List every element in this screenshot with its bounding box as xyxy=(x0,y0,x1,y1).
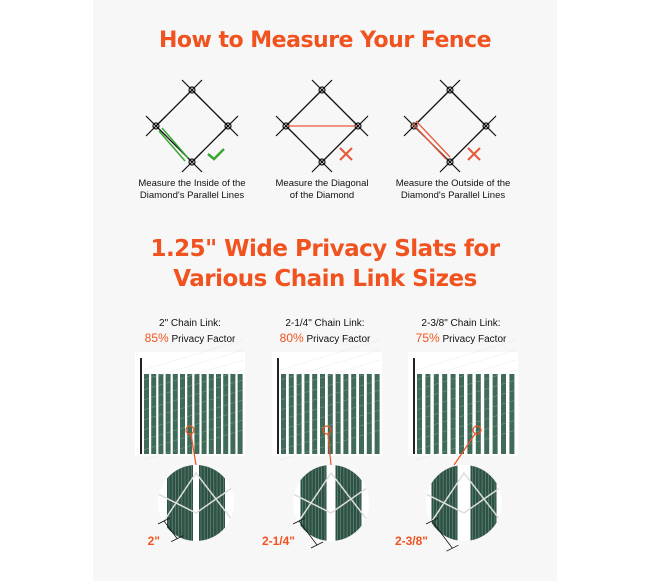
zoom-marker xyxy=(322,425,332,435)
dimension-label: 2" xyxy=(148,534,160,548)
dimension-marker: 2" xyxy=(148,517,184,548)
zoom-marker xyxy=(185,425,195,435)
x-icon xyxy=(467,147,481,161)
diamond-diagram xyxy=(403,79,497,173)
check-icon xyxy=(207,148,225,161)
caption-diagonal: Measure the Diagonal of the Diamond xyxy=(275,178,369,201)
size-header-2-3-8: 2-3/8" Chain Link: 75% Privacy Factor xyxy=(415,318,507,345)
measure-line xyxy=(411,122,447,160)
zoom-detail xyxy=(293,465,369,541)
dimension-marker: 2-3/8" xyxy=(395,517,459,552)
diamond-diagram xyxy=(145,79,239,173)
measure-line xyxy=(161,127,189,159)
dimension-label: 2-1/4" xyxy=(262,534,295,548)
diamond-diagram xyxy=(275,79,369,173)
page-title: How to Measure Your Fence xyxy=(158,28,492,53)
dimension-label: 2-3/8" xyxy=(395,534,428,548)
x-icon xyxy=(339,147,353,161)
dimension-marker: 2-1/4" xyxy=(262,517,324,549)
fence-panel: 2" xyxy=(135,339,245,548)
caption-inside: Measure the Inside of the Diamond's Paral… xyxy=(138,178,246,201)
subtitle: 1.25" Wide Privacy Slats for Various Chai… xyxy=(150,236,500,292)
zoom-detail xyxy=(426,465,502,541)
zoom-detail xyxy=(158,465,234,541)
fence-panel: 2-3/8" xyxy=(395,339,518,552)
size-header-2-1-4: 2-1/4" Chain Link: 80% Privacy Factor xyxy=(279,318,371,345)
zoom-marker xyxy=(472,425,482,435)
fence-panel: 2-1/4" xyxy=(262,339,382,549)
size-header-2: 2" Chain Link: 85% Privacy Factor xyxy=(144,318,236,345)
caption-outside: Measure the Outside of the Diamond's Para… xyxy=(395,178,511,201)
